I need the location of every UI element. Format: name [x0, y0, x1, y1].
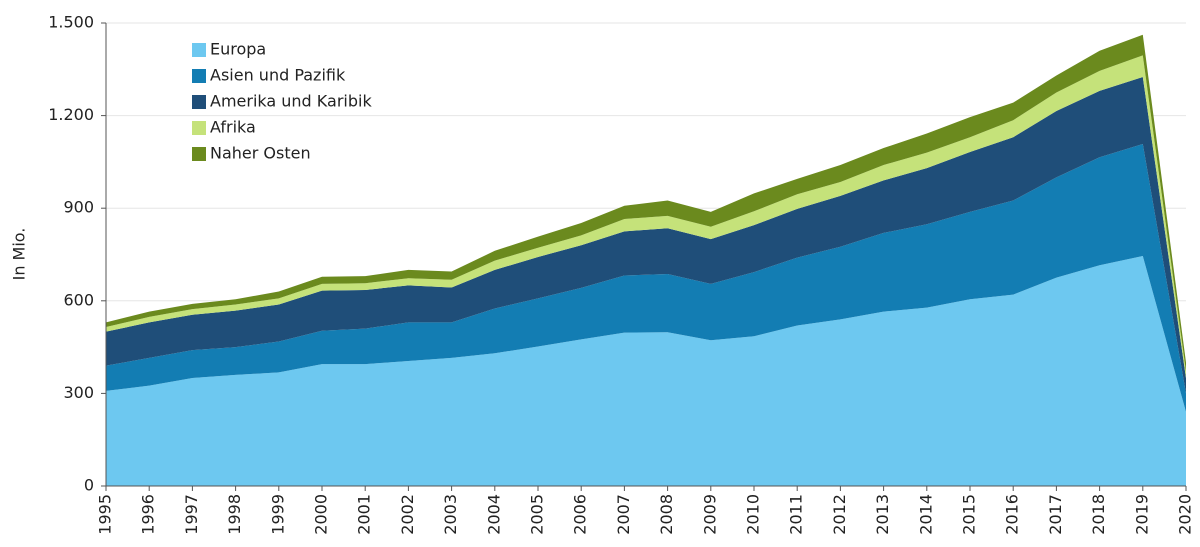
legend-swatch: [192, 121, 206, 135]
area: [106, 143, 1186, 412]
x-tick-label: 2014: [916, 494, 935, 535]
y-tick-label: 900: [63, 198, 94, 217]
x-tick-label: 2016: [1003, 494, 1022, 535]
legend-label: Europa: [210, 40, 266, 59]
legend-swatch: [192, 147, 206, 161]
legend-swatch: [192, 69, 206, 83]
y-tick-label: 600: [63, 290, 94, 309]
x-tick-label: 2007: [614, 494, 633, 535]
y-tick-label: 1.500: [48, 13, 94, 32]
x-tick-label: 2005: [528, 494, 547, 535]
x-tick-label: 2001: [355, 494, 374, 535]
y-tick-label: 0: [84, 476, 94, 495]
x-tick-label: 2020: [1176, 494, 1195, 535]
x-tick-label: 2003: [441, 494, 460, 535]
legend-label: Naher Osten: [210, 144, 311, 163]
x-tick-label: 1996: [139, 494, 158, 535]
x-tick-label: 2000: [312, 494, 331, 535]
x-tick-label: 2010: [744, 494, 763, 535]
legend-label: Afrika: [210, 118, 256, 137]
x-tick-label: 2017: [1046, 494, 1065, 535]
x-tick-label: 2018: [1089, 494, 1108, 535]
legend-swatch: [192, 95, 206, 109]
x-tick-label: 1995: [96, 494, 115, 535]
x-tick-label: 2012: [830, 494, 849, 535]
x-tick-label: 2008: [657, 494, 676, 535]
y-tick-label: 1.200: [48, 105, 94, 124]
x-tick-label: 2009: [700, 494, 719, 535]
x-tick-label: 1998: [225, 494, 244, 535]
area: [106, 55, 1186, 378]
x-tick-label: 2006: [571, 494, 590, 535]
area: [106, 256, 1186, 486]
area: [106, 77, 1186, 394]
x-tick-label: 2004: [484, 494, 503, 535]
x-tick-label: 1999: [268, 494, 287, 535]
y-axis-title: In Mio.: [10, 228, 29, 281]
x-tick-label: 2015: [960, 494, 979, 535]
legend-label: Asien und Pazifik: [210, 66, 346, 85]
x-tick-label: 2002: [398, 494, 417, 535]
area: [106, 34, 1186, 372]
x-tick-label: 2011: [787, 494, 806, 535]
legend-swatch: [192, 43, 206, 57]
legend-label: Amerika und Karibik: [210, 92, 372, 111]
x-tick-label: 2013: [873, 494, 892, 535]
y-tick-label: 300: [63, 383, 94, 402]
x-tick-label: 2019: [1132, 494, 1151, 535]
x-tick-label: 1997: [182, 494, 201, 535]
